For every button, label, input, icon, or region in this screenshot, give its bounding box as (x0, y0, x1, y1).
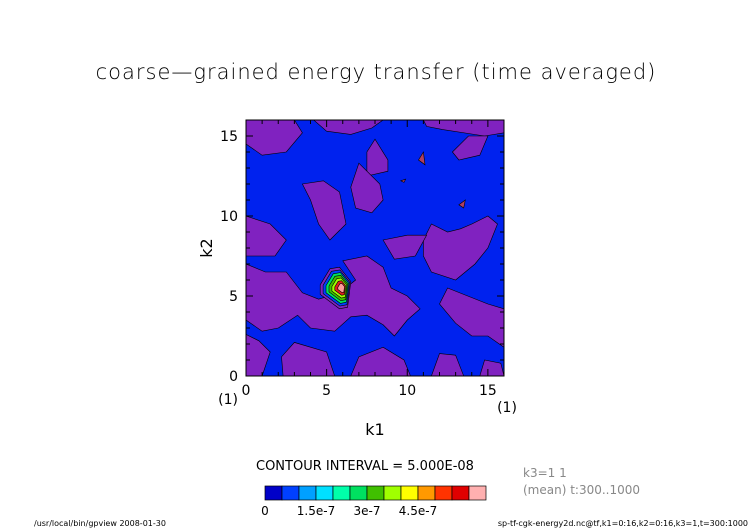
field-level-1-region (423, 215, 498, 281)
y-tick-label: 10 (220, 209, 238, 225)
y-end-label: (1) (218, 392, 238, 408)
field-level-1-region (350, 162, 384, 214)
x-tick-label: 10 (398, 383, 416, 399)
field-level-1-region (246, 120, 303, 156)
colorbar-swatch (315, 485, 334, 501)
field-local-peak (458, 199, 466, 209)
field-level-1-region (281, 342, 336, 376)
field-level-1-region (479, 359, 504, 376)
field-local-peak (400, 178, 407, 183)
slice-info: k3=1 1 (523, 466, 567, 480)
field-level-1-region (439, 287, 504, 348)
colorbar-swatch (417, 485, 436, 501)
time-info: (mean) t:300..1000 (523, 483, 641, 497)
colorbar-swatch (383, 485, 402, 501)
colorbar-swatch (434, 485, 453, 501)
chart-title: coarse—grained energy transfer (time ave… (95, 60, 657, 84)
colorbar-swatch (400, 485, 419, 501)
colorbar-swatch (281, 485, 300, 501)
field-level-1-region (301, 180, 347, 241)
field-level-1-region (451, 135, 489, 161)
colorbar-swatch (332, 485, 351, 501)
field-level-1-region (382, 234, 428, 260)
colorbar-swatch (451, 485, 470, 501)
y-axis-title: k2 (197, 238, 216, 257)
colorbar-swatch (468, 485, 487, 501)
footer-program-path: /usr/local/bin/gpview 2008-01-30 (34, 519, 166, 528)
field-level-1-region (366, 138, 389, 177)
colorbar-tick-label: 1.5e-7 (296, 504, 336, 518)
contour-interval-label: CONTOUR INTERVAL = 5.000E-08 (256, 459, 474, 474)
field-level-1-region (246, 334, 271, 376)
x-tick-label: 15 (479, 383, 497, 399)
colorbar-tick-label: 3e-7 (353, 504, 381, 518)
y-tick-label: 0 (229, 369, 238, 385)
field-level-1-region (246, 215, 287, 257)
field-level-1-region (313, 120, 384, 135)
field-level-1-region (350, 346, 411, 376)
colorbar-swatch (298, 485, 317, 501)
y-tick-label: 5 (229, 289, 238, 305)
plot-area (246, 120, 504, 376)
colorbar-swatch (349, 485, 368, 501)
x-end-label: (1) (497, 400, 517, 416)
colorbar-tick-label: 0 (261, 504, 269, 518)
peak-contour-level-7 (337, 283, 345, 293)
colorbar-swatch (366, 485, 385, 501)
x-axis-title: k1 (365, 420, 384, 439)
y-tick-label: 15 (220, 129, 238, 145)
x-tick-label: 0 (242, 383, 251, 399)
colorbar-swatch (264, 485, 283, 501)
x-tick-label: 5 (322, 383, 331, 399)
footer-data-source: sp-tf-cgk-energy2d.nc@tf,k1=0:16,k2=0:16… (497, 519, 748, 528)
colorbar-tick-label: 4.5e-7 (398, 504, 438, 518)
colorbar (264, 485, 487, 501)
field-local-peak (418, 151, 426, 166)
field-level-1-region (431, 353, 465, 376)
